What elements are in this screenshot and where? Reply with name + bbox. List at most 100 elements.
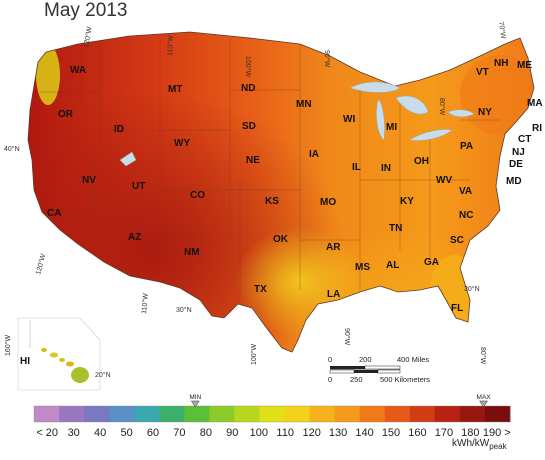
state-label-NV: NV (82, 175, 96, 186)
state-label-AL: AL (386, 260, 399, 271)
great-lakes (119, 81, 475, 167)
colorbar-swatch (134, 406, 160, 422)
colorbar-tick-label: 130 (329, 427, 347, 439)
state-label-OR: OR (58, 109, 74, 120)
state-label-FL: FL (451, 303, 463, 314)
state-label-MT: MT (168, 84, 182, 95)
state-label-NM: NM (184, 247, 200, 258)
state-label-MI: MI (386, 122, 397, 133)
colorbar-swatch (284, 406, 311, 422)
state-label-WA: WA (70, 65, 86, 76)
graticule-lon-110-top: 110°W (166, 35, 175, 56)
state-label-KS: KS (265, 196, 279, 207)
state-label-NH: NH (494, 58, 508, 69)
colorbar-tick-label: 50 (120, 427, 132, 439)
state-label-CA: CA (47, 208, 61, 219)
state-label-IN: IN (381, 163, 391, 174)
colorbar-tick-label: 150 (382, 427, 400, 439)
state-label-HI: HI (20, 356, 30, 367)
state-label-CT: CT (518, 134, 531, 145)
colorbar-swatch (459, 406, 486, 422)
graticule-lat-40: 40°N (4, 145, 20, 153)
state-label-NY: NY (478, 107, 492, 118)
state-label-NJ: NJ (512, 147, 525, 158)
state-label-CO: CO (190, 190, 205, 201)
colorbar-swatch (334, 406, 361, 422)
colorbar-swatch (84, 406, 110, 422)
state-label-UT: UT (132, 181, 145, 192)
state-label-DE: DE (509, 159, 523, 170)
state-label-WI: WI (343, 114, 355, 125)
colorbar-tick-label: 70 (173, 427, 185, 439)
scale-bar: 0 200 400 Miles 0 250 500 Kilometers (328, 355, 430, 384)
scale-km-500: 500 Kilometers (380, 375, 430, 384)
colorbar-tick-label: 120 (303, 427, 321, 439)
colorbar-tick-label: 100 (250, 427, 268, 439)
colorbar-swatch (409, 406, 436, 422)
colorbar-tick-label: 90 (226, 427, 238, 439)
state-label-VT: VT (476, 67, 489, 78)
colorbar-tick-label: 190 > (483, 427, 511, 439)
scale-miles-200: 200 (359, 355, 372, 364)
scale-km-250: 250 (350, 375, 363, 384)
graticule-lon-70-top: 70°W (497, 21, 507, 40)
state-label-VA: VA (459, 186, 472, 197)
colorbar-tick-label: 180 (461, 427, 479, 439)
state-label-SD: SD (242, 121, 256, 132)
state-label-WY: WY (174, 138, 190, 149)
colorbar-tick-label: 140 (355, 427, 373, 439)
hawaii-inset (17, 317, 101, 391)
colorbar-swatch (434, 406, 461, 422)
state-label-ND: ND (241, 83, 255, 94)
colorbar-min-marker: MIN (189, 394, 202, 408)
state-label-TX: TX (254, 284, 267, 295)
state-label-ID: ID (114, 124, 124, 135)
colorbar-tick-label: 60 (147, 427, 159, 439)
state-label-KY: KY (400, 196, 414, 207)
colorbar-unit: kWh/kWpeak (452, 438, 508, 451)
state-label-MA: MA (527, 98, 543, 109)
scale-miles-0: 0 (328, 355, 332, 364)
state-label-WV: WV (436, 175, 452, 186)
colorbar-tick-label: 40 (94, 427, 106, 439)
colorbar-swatch (184, 406, 210, 422)
state-label-MS: MS (355, 262, 370, 273)
graticule-lon-120-bottom: 120°W (34, 253, 47, 276)
colorbar-tick-label: 160 (408, 427, 426, 439)
colorbar-swatch (359, 406, 386, 422)
colorbar-swatch (209, 406, 235, 422)
graticule-lon-90-bottom: 90°W (343, 328, 351, 346)
graticule-lat-30-west: 30°N (176, 306, 192, 314)
state-label-MN: MN (296, 99, 312, 110)
state-label-IL: IL (352, 162, 361, 173)
graticule-lon-80-bottom: 80°W (479, 347, 487, 365)
graticule-lat-30-east: 30°N (464, 285, 480, 293)
state-label-OH: OH (414, 156, 429, 167)
colorbar-swatch (259, 406, 286, 422)
colorbar-swatch (384, 406, 411, 422)
graticule-lon-120-top: 120°W (82, 26, 94, 49)
colorbar-swatch (159, 406, 185, 422)
graticule-lon-90-top: 90°W (323, 50, 331, 68)
colorbar-swatch (309, 406, 336, 422)
state-label-IA: IA (309, 149, 319, 160)
state-label-OK: OK (273, 234, 289, 245)
colorbar-tick-label: 170 (435, 427, 453, 439)
graticule-lon-100-bottom: 100°W (250, 344, 258, 365)
colorbar-min-label: MIN (189, 394, 201, 401)
colorbar-tick-label: 80 (200, 427, 212, 439)
colorbar: MIN MAX < 20 30 40 50 60 70 80 90 100 110 120 130 14… (33, 394, 511, 451)
graticule-lat-20: 20°N (95, 371, 111, 379)
colorbar-max-marker: MAX (477, 394, 492, 408)
colorbar-max-label: MAX (477, 394, 492, 401)
state-label-GA: GA (424, 257, 439, 268)
state-label-RI: RI (532, 123, 542, 134)
state-label-NE: NE (246, 155, 260, 166)
colorbar-tick-labels: < 20 30 40 50 60 70 80 90 100 110 120 130 140 150 160 1… (36, 427, 510, 439)
state-label-AZ: AZ (128, 232, 141, 243)
colorbar-tick-label: < 20 (36, 427, 58, 439)
graticule-lon-160-hi: 160°W (4, 335, 12, 356)
